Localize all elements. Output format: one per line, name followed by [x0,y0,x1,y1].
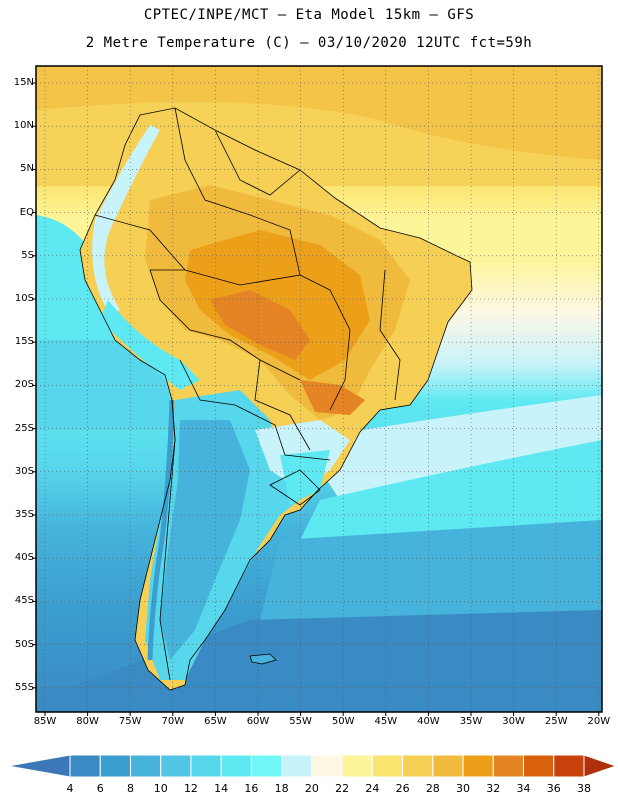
lon-label: 70W [161,716,185,727]
colorbar-label: 12 [183,782,198,795]
lat-label: 15N [13,77,34,88]
lat-label: 10N [13,120,34,132]
lon-label: 25W [544,716,568,727]
colorbar-swatch [99,754,131,778]
colorbar-label: 10 [153,782,168,795]
lon-label: 40W [417,716,440,727]
colorbar-label: 28 [425,782,440,795]
colorbar-label: 8 [126,782,134,795]
lat-label: 5S [21,249,34,261]
colorbar-label: 6 [96,782,104,795]
colorbar-low-arrow [7,754,71,778]
colorbar-swatch [250,754,283,778]
colorbar-label: 36 [546,782,561,795]
colorbar-high-arrow [583,754,618,778]
lat-label: 50S [14,638,34,650]
colorbar-swatch [190,754,222,778]
lat-label: 15S [14,336,34,348]
colorbar-swatch [492,754,525,778]
colorbar-swatch [432,754,464,778]
lat-label: 30S [14,465,34,477]
colorbar-swatch [281,754,313,778]
lon-label: 65W [204,716,227,727]
colorbar-label: 22 [335,782,350,795]
lat-label: 25S [14,422,34,434]
colorbar-label: 34 [516,782,531,795]
colorbar-swatch [69,754,101,778]
lat-label: 20S [14,379,34,391]
colorbar-label: 18 [274,782,289,795]
colorbar-label: 16 [244,782,259,795]
colorbar-label: 20 [304,782,319,795]
colorbar-label: 38 [577,782,591,795]
lon-label: 80W [76,716,99,727]
colorbar-swatch [129,754,162,778]
lon-label: 35W [459,716,483,727]
lon-label: 75W [118,716,142,727]
lat-label: 5N [20,163,34,175]
colorbar-swatch [371,754,404,778]
colorbar-swatch [220,754,252,778]
lon-label: 85W [33,716,57,727]
colorbar-swatch [523,754,555,778]
colorbar-label: 24 [365,782,380,795]
lon-label: 50W [331,716,355,727]
lat-label: 35S [14,509,34,520]
lat-label: 45S [14,595,34,607]
lon-label: 45W [374,716,398,727]
colorbar-swatch [341,754,373,778]
colorbar-label: 14 [214,782,229,795]
colorbar-label: 32 [486,782,501,795]
lon-label: 30W [502,716,525,727]
colorbar-swatch [311,754,343,778]
colorbar-swatch [160,754,192,778]
map-subtitle: 2 Metre Temperature (C) – 03/10/2020 12U… [85,35,533,51]
colorbar-swatch [462,754,494,778]
lat-label: 10S [14,293,34,304]
lon-label: 55W [289,716,312,727]
map-title: CPTEC/INPE/MCT – Eta Model 15km – GFS [143,7,475,23]
colorbar-label: 4 [66,782,74,795]
lon-label: 20W [587,716,611,727]
lat-label: 40S [14,552,34,564]
lat-label: EQ [19,206,34,218]
map-frame [35,65,603,713]
lon-label: 60W [246,716,270,727]
colorbar-swatch [402,754,434,778]
colorbar-label: 30 [456,782,471,795]
colorbar-swatch [553,754,585,778]
temperature-colorbar [7,754,618,778]
lat-label: 55S [14,681,34,693]
colorbar-label: 26 [395,782,410,795]
